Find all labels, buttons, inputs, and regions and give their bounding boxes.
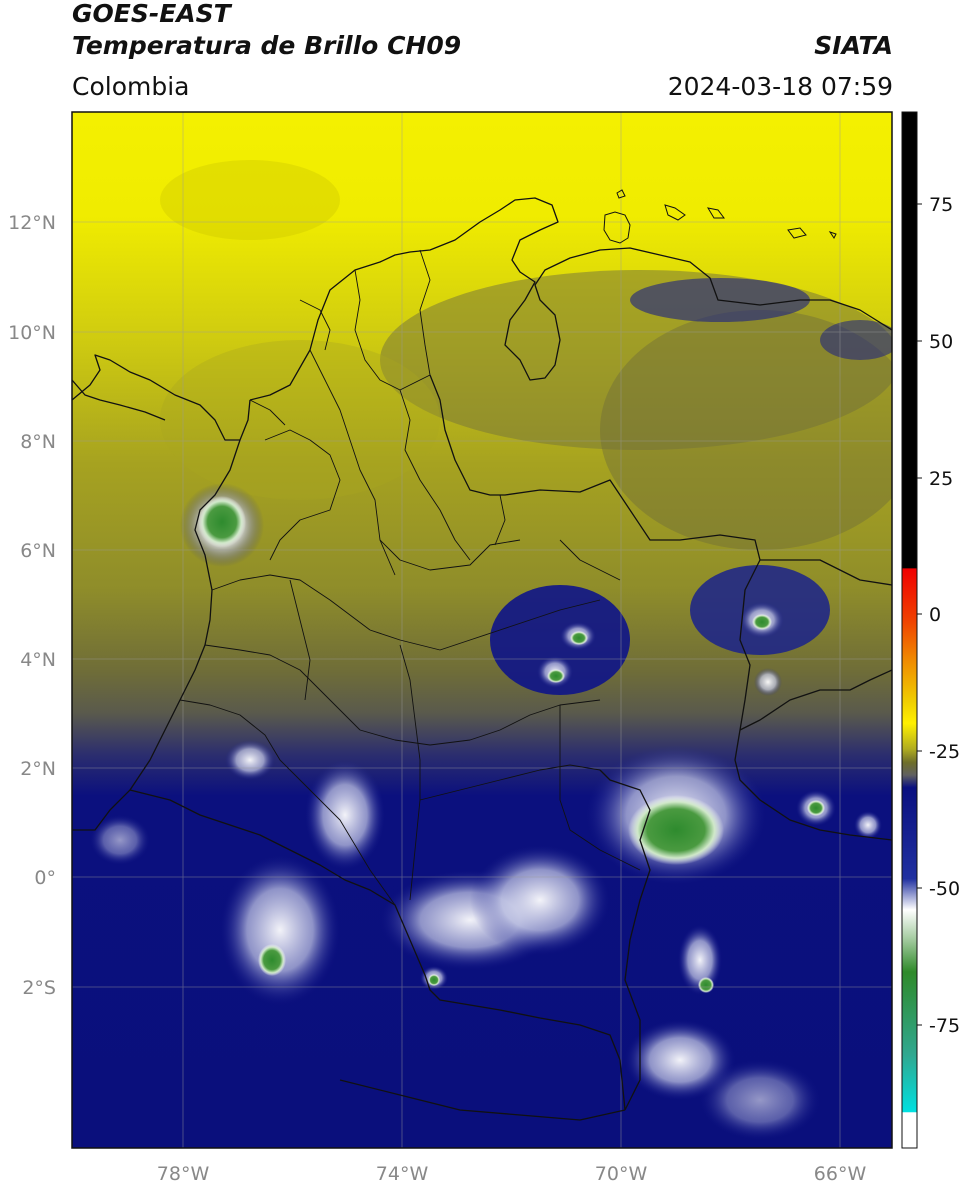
lat-tick-label: 4°N [20,649,56,671]
lat-tick-label: 2°N [20,758,56,780]
colorbar-tick-label: -25 [929,741,960,763]
lat-tick-label: 0° [34,867,56,889]
colorbar-tick-label: 25 [929,468,953,490]
lat-tick-label: 10°N [8,322,56,344]
colorbar-tick-label: -75 [929,1015,960,1037]
colorbar-tick-label: -50 [929,878,960,900]
caribbean-islands [603,189,837,244]
colorbar-tick-label: 50 [929,331,953,353]
lat-tick-label: 2°S [22,977,56,999]
timestamp-label: 2024-03-18 07:59 [667,72,893,101]
product-title-line1: GOES-EAST [72,0,231,28]
lon-tick-label: 74°W [376,1163,429,1185]
department-borders [179,249,641,906]
lat-tick-label: 12°N [8,212,56,234]
satellite-imagery [72,112,892,1148]
lon-tick-label: 78°W [157,1163,210,1185]
colorbar: 75 50 25 0 -25 -50 -75 [901,111,960,1149]
colorbar-tick-label: 0 [929,604,941,626]
country-borders [72,197,892,1121]
map-gridlines [72,112,892,1148]
colorbar-tick-label: 75 [929,194,953,216]
map-frame [71,111,893,1149]
lon-tick-label: 70°W [595,1163,648,1185]
product-title-line2: Temperatura de Brillo CH09 [72,31,462,60]
region-label: Colombia [72,72,190,101]
lon-tick-label: 66°W [814,1163,867,1185]
lat-tick-label: 8°N [20,431,56,453]
agency-label: SIATA [814,31,893,60]
lat-tick-label: 6°N [20,540,56,562]
